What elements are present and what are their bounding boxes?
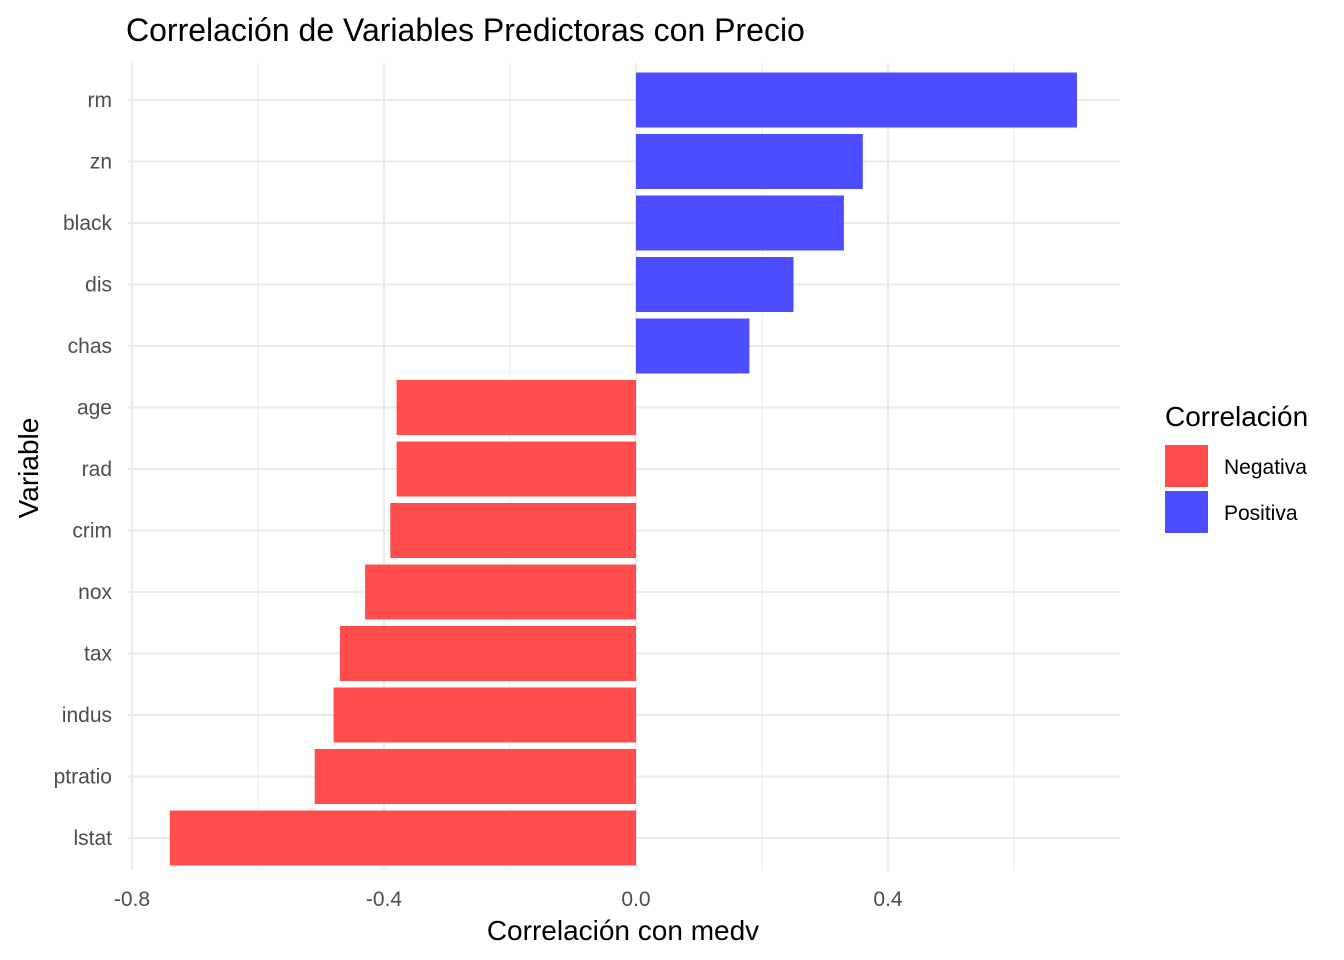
legend-key-positiva (1165, 491, 1208, 533)
y-tick-label: dis (85, 274, 112, 297)
y-tick-label: rad (82, 458, 112, 481)
y-tick-label: crim (72, 520, 112, 543)
bar-rad (396, 441, 636, 497)
x-tick-labels: -0.8 -0.4 0.0 0.4 (114, 888, 903, 911)
x-tick-label: 0.0 (621, 888, 650, 911)
y-tick-label: black (63, 212, 113, 235)
y-tick-label: zn (90, 151, 112, 174)
bar-zn (636, 134, 863, 189)
bar-tax (339, 626, 636, 681)
y-tick-label: age (77, 397, 112, 420)
x-tick-label: -0.8 (114, 888, 150, 911)
y-tick-label: lstat (73, 827, 112, 850)
x-axis-title: Correlación con medv (487, 915, 759, 946)
y-tick-label: rm (88, 89, 113, 112)
y-tick-label: indus (62, 704, 112, 727)
bars (169, 72, 1077, 866)
bar-lstat (169, 810, 637, 866)
bar-chas (636, 318, 750, 374)
y-tick-labels: rm zn black dis chas age rad crim nox tax indus ptr… (54, 89, 113, 850)
legend-key-negativa (1165, 445, 1208, 487)
y-axis-title: Variable (13, 418, 44, 519)
bar-ptratio (314, 749, 636, 804)
legend-title: Correlación (1165, 401, 1308, 432)
bar-rm (636, 72, 1077, 128)
y-tick-label: chas (68, 335, 112, 358)
x-tick-label: -0.4 (366, 888, 403, 911)
bar-black (636, 195, 844, 251)
bar-dis (636, 257, 794, 312)
legend-label-positiva: Positiva (1224, 502, 1298, 525)
chart-title: Correlación de Variables Predictoras con… (126, 12, 805, 48)
x-tick-label: 0.4 (873, 888, 903, 911)
bar-indus (333, 687, 636, 743)
legend-label-negativa: Negativa (1224, 456, 1307, 479)
y-tick-label: tax (84, 643, 113, 666)
bar-crim (390, 503, 636, 558)
bar-age (396, 380, 636, 435)
bar-nox (365, 564, 636, 620)
y-tick-label: ptratio (54, 766, 112, 789)
legend: Correlación Negativa Positiva (1165, 401, 1308, 533)
y-tick-label: nox (78, 581, 112, 604)
